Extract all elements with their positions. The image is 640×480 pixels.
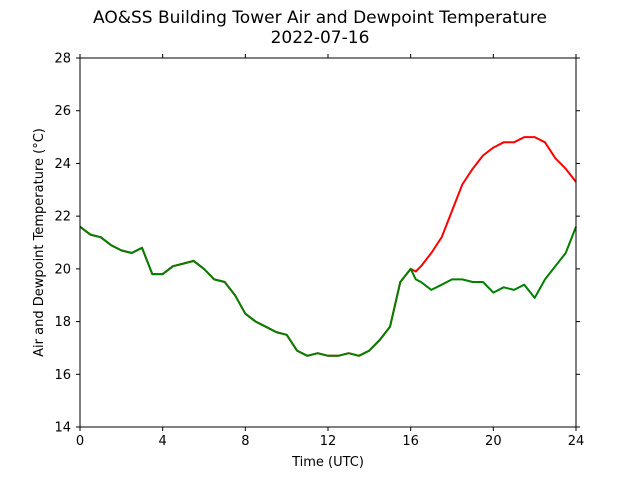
y-tick-label: 16 bbox=[54, 368, 71, 383]
series-layer bbox=[79, 136, 577, 357]
x-tick-label: 4 bbox=[159, 434, 167, 449]
x-tick-label: 24 bbox=[568, 434, 585, 449]
plot-frame bbox=[79, 57, 577, 428]
x-tick-label: 16 bbox=[402, 434, 419, 449]
x-tick-label: 0 bbox=[76, 434, 84, 449]
y-tick-label: 24 bbox=[54, 157, 71, 172]
x-tick-label: 20 bbox=[485, 434, 502, 449]
series-line-1 bbox=[79, 136, 577, 357]
y-tick-label: 18 bbox=[54, 315, 71, 330]
y-tick-label: 26 bbox=[54, 104, 71, 119]
y-tick-label: 28 bbox=[54, 52, 71, 67]
tick-layer: 0 4 8 12 16 20 24 14 16 18 20 22 24 26 28 bbox=[54, 52, 584, 450]
y-tick-label: 20 bbox=[54, 262, 71, 277]
y-tick-label: 22 bbox=[54, 210, 71, 225]
y-axis-label: Air and Dewpoint Temperature (°C) bbox=[32, 128, 47, 357]
x-tick-label: 12 bbox=[320, 434, 337, 449]
chart-title: AO&SS Building Tower Air and Dewpoint Te… bbox=[92, 8, 547, 28]
y-tick-label: 14 bbox=[54, 421, 71, 436]
series-line-2 bbox=[79, 225, 577, 357]
x-tick-label: 8 bbox=[241, 434, 249, 449]
x-axis-label: Time (UTC) bbox=[291, 455, 364, 470]
chart-subtitle: 2022-07-16 bbox=[270, 28, 370, 48]
